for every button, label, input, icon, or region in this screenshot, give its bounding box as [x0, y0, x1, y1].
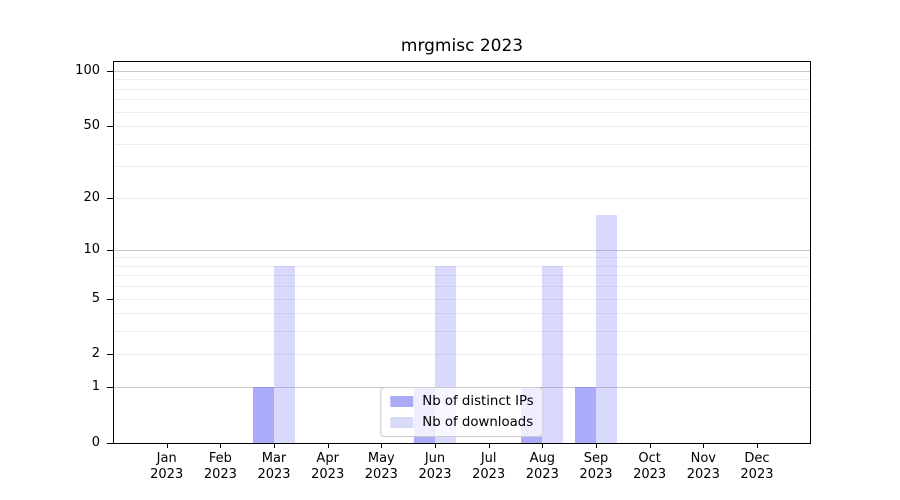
month-label: Dec — [744, 451, 770, 466]
month-label: Oct — [638, 451, 661, 466]
x-tick-label-aug: Aug 2023 — [512, 451, 572, 482]
legend-label-distinct-ips: Nb of distinct IPs — [422, 394, 534, 409]
grid-line-major — [114, 249, 810, 251]
grid-line-minor — [114, 79, 810, 81]
month-label: Jan — [156, 451, 177, 466]
grid-line-minor — [114, 298, 810, 300]
month-label: Mar — [261, 451, 287, 466]
year-label: 2023 — [740, 466, 774, 482]
month-label: Jun — [424, 451, 446, 466]
legend-swatch-downloads — [390, 417, 414, 428]
y-tick-label-2: 2 — [91, 346, 100, 362]
x-tick — [488, 444, 490, 448]
x-tick — [756, 444, 758, 448]
grid-line-minor — [114, 99, 810, 101]
year-label: 2023 — [472, 466, 506, 482]
month-label: May — [367, 451, 395, 466]
y-tick-label-5: 5 — [91, 290, 100, 306]
bar-downloads-sep — [595, 214, 617, 443]
x-tick — [274, 444, 276, 448]
month-label: Sep — [583, 451, 609, 466]
grid-line-minor — [114, 275, 810, 277]
month-label: Feb — [208, 451, 232, 466]
y-tick-label-10: 10 — [83, 241, 100, 257]
grid-line-minor — [114, 257, 810, 259]
x-tick-label-oct: Oct 2023 — [620, 451, 680, 482]
x-tick — [649, 444, 651, 448]
grid-line-minor — [114, 265, 810, 267]
bar-distinct-ips-mar — [253, 387, 275, 443]
month-label: Jul — [480, 451, 497, 466]
y-tick-label-0: 0 — [91, 435, 100, 450]
grid-line-minor — [114, 354, 810, 356]
x-tick-label-may: May 2023 — [351, 451, 411, 482]
x-tick-label-jun: Jun 2023 — [405, 451, 465, 482]
x-tick — [166, 444, 168, 448]
grid-line-minor — [114, 166, 810, 168]
grid-line-minor — [114, 197, 810, 199]
month-label: Apr — [316, 451, 339, 466]
chart-title: mrgmisc 2023 — [400, 36, 524, 56]
year-label: 2023 — [525, 466, 559, 482]
legend-item-distinct-ips: Nb of distinct IPs — [390, 394, 534, 409]
grid-line-major — [114, 71, 810, 73]
grid-line-minor — [114, 313, 810, 315]
x-tick — [542, 444, 544, 448]
x-tick — [220, 444, 222, 448]
x-tick — [327, 444, 329, 448]
year-label: 2023 — [311, 466, 345, 482]
bar-downloads-aug — [542, 265, 564, 443]
x-tick-label-mar: Mar 2023 — [244, 451, 304, 482]
grid-line-minor — [114, 286, 810, 288]
y-tick-label-20: 20 — [83, 189, 100, 205]
grid-line-minor — [114, 331, 810, 333]
bar-distinct-ips-sep — [574, 387, 596, 443]
year-label: 2023 — [579, 466, 613, 482]
month-label: Aug — [529, 451, 555, 466]
year-label: 2023 — [418, 466, 452, 482]
x-tick — [435, 444, 436, 448]
x-tick-label-nov: Nov 2023 — [673, 451, 733, 482]
y-tick-label-100: 100 — [75, 63, 100, 79]
y-tick-label-50: 50 — [83, 118, 100, 134]
x-tick-label-sep: Sep 2023 — [566, 451, 626, 482]
x-tick-label-feb: Feb 2023 — [190, 451, 250, 482]
legend: Nb of distinct IPs Nb of downloads — [380, 387, 544, 437]
plot-area: Nb of distinct IPs Nb of downloads — [113, 61, 811, 444]
year-label: 2023 — [686, 466, 720, 482]
year-label: 2023 — [633, 466, 667, 482]
grid-line-minor — [114, 111, 810, 113]
x-tick — [381, 444, 383, 448]
grid-line-minor — [114, 143, 810, 145]
year-label: 2023 — [257, 466, 291, 482]
grid-line-minor — [114, 88, 810, 90]
year-label: 2023 — [203, 466, 237, 482]
x-tick-label-dec: Dec 2023 — [727, 451, 787, 482]
x-tick — [595, 444, 597, 448]
bar-downloads-mar — [274, 265, 296, 443]
x-tick-label-apr: Apr 2023 — [298, 451, 358, 482]
x-tick — [703, 444, 705, 448]
x-tick-label-jan: Jan 2023 — [137, 451, 197, 482]
year-label: 2023 — [364, 466, 398, 482]
legend-label-downloads: Nb of downloads — [422, 415, 534, 430]
year-label: 2023 — [150, 466, 184, 482]
legend-swatch-distinct-ips — [390, 396, 414, 407]
legend-item-downloads: Nb of downloads — [390, 415, 533, 430]
month-label: Nov — [690, 451, 716, 466]
x-tick-label-jul: Jul 2023 — [459, 451, 519, 482]
grid-line-minor — [114, 126, 810, 128]
y-tick-label-1: 1 — [91, 379, 100, 395]
